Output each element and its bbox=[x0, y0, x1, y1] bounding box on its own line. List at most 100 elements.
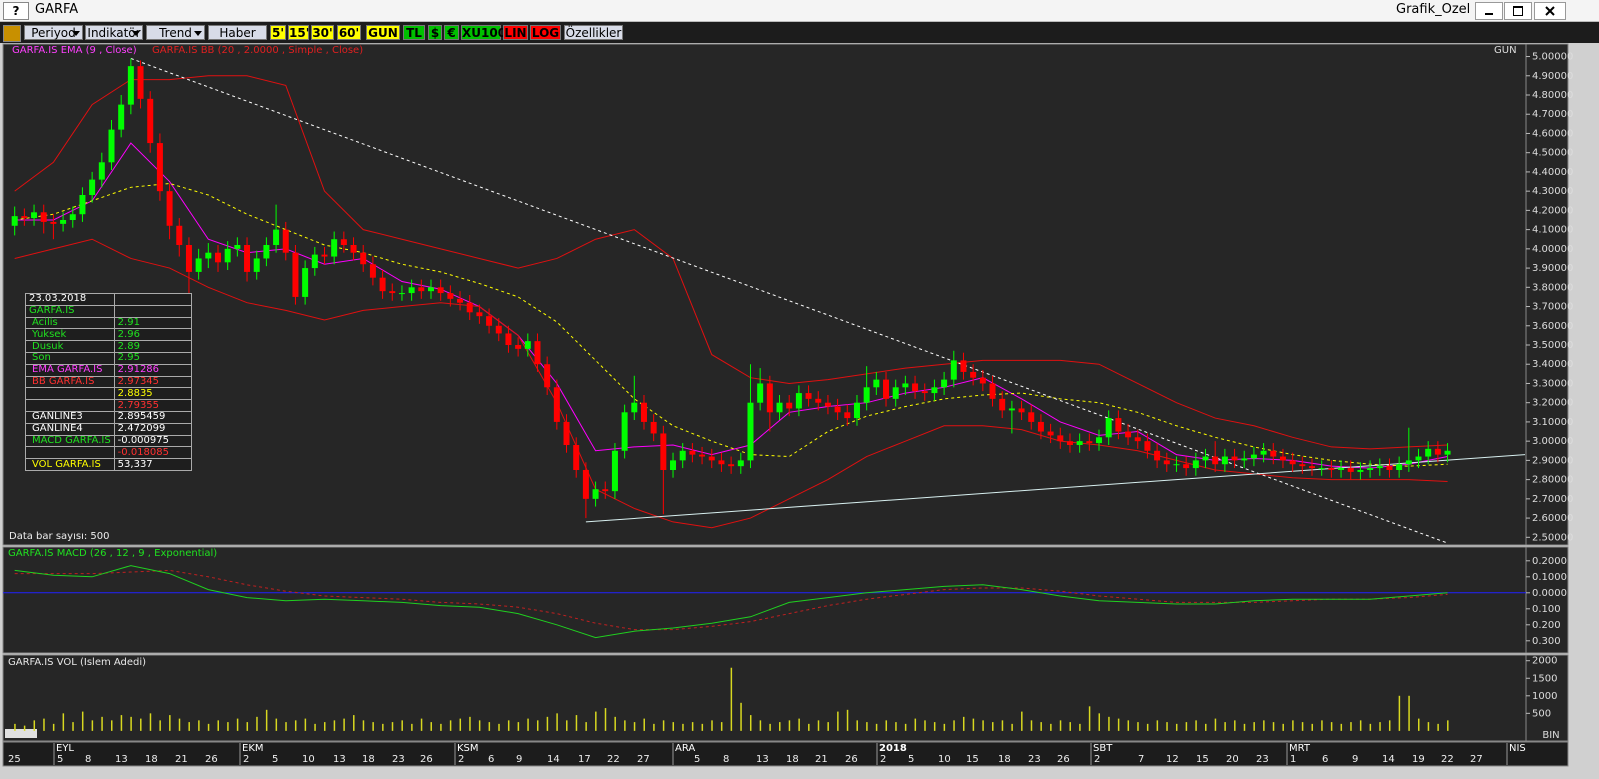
volume-bar bbox=[1117, 718, 1120, 731]
volume-bar bbox=[33, 720, 36, 731]
volume-bar bbox=[236, 718, 239, 731]
volume-bar bbox=[207, 723, 210, 731]
candle-body bbox=[389, 291, 396, 294]
index-button[interactable]: XU100 bbox=[461, 25, 507, 40]
volume-bar bbox=[1359, 720, 1362, 731]
volume-bar bbox=[1224, 722, 1226, 731]
volume-bar bbox=[323, 722, 326, 731]
currency-button[interactable]: € bbox=[444, 25, 459, 40]
candle-body bbox=[360, 252, 367, 265]
volume-bar bbox=[1292, 720, 1294, 731]
candle-body bbox=[1134, 437, 1141, 442]
volume-bar bbox=[711, 720, 713, 731]
candle-body bbox=[1125, 431, 1132, 438]
candle-body bbox=[776, 402, 783, 413]
y-tick-label: 3.60000 bbox=[1532, 321, 1573, 332]
period-button[interactable]: 5' bbox=[270, 25, 286, 40]
candle-body bbox=[1173, 464, 1180, 466]
candle-body bbox=[1144, 441, 1151, 451]
info-row: BB GARFA.IS 2.97345 bbox=[25, 375, 192, 389]
info-label bbox=[25, 387, 115, 401]
volume-bar bbox=[759, 720, 762, 731]
volume-bar bbox=[846, 709, 849, 731]
legend-ema: GARFA.IS EMA (9 , Close) bbox=[12, 45, 137, 56]
day-label: 12 bbox=[1166, 754, 1179, 765]
period-button[interactable]: 15' bbox=[288, 25, 310, 40]
currency-button[interactable]: TL bbox=[403, 25, 425, 40]
candle-body bbox=[1028, 412, 1035, 422]
y-tick-label: 4.40000 bbox=[1532, 167, 1573, 178]
day-label: 17 bbox=[578, 754, 591, 765]
news-button[interactable]: Haber bbox=[208, 25, 267, 40]
candle-body bbox=[863, 387, 870, 403]
volume-bar bbox=[343, 718, 345, 731]
help-button[interactable]: ? bbox=[3, 2, 29, 20]
scale-button[interactable]: LOG bbox=[530, 25, 561, 40]
volume-bar bbox=[817, 720, 820, 731]
logo bbox=[5, 729, 37, 738]
volume-bar bbox=[1185, 722, 1188, 731]
period-button[interactable]: 30' bbox=[311, 25, 334, 40]
candle-body bbox=[282, 229, 289, 253]
candle-body bbox=[728, 464, 735, 467]
volume-bar bbox=[779, 722, 781, 731]
volume-bar bbox=[1195, 720, 1197, 731]
volume-bar bbox=[391, 722, 394, 731]
indicator-menu[interactable]: Indikatör bbox=[85, 25, 143, 40]
day-label: 15 bbox=[966, 754, 979, 765]
restore-button[interactable] bbox=[1504, 2, 1532, 20]
volume-bar bbox=[1079, 723, 1081, 731]
y-tick-label: 2.90000 bbox=[1532, 455, 1573, 466]
period-menu[interactable]: Periyod bbox=[24, 25, 83, 40]
day-label: 8 bbox=[723, 754, 729, 765]
volume-bar bbox=[1127, 720, 1130, 731]
currency-button[interactable]: $ bbox=[428, 25, 442, 40]
month-label: MRT bbox=[1289, 743, 1311, 754]
info-row: GANLINE4 2.472099 bbox=[25, 422, 192, 436]
candle-body bbox=[1057, 435, 1064, 442]
volume-bar bbox=[265, 709, 268, 731]
volume-bar bbox=[227, 722, 229, 731]
scale-button[interactable]: LIN bbox=[503, 25, 528, 40]
candle-body bbox=[60, 220, 67, 224]
volume-bar bbox=[1272, 722, 1275, 731]
volume-bar bbox=[633, 722, 636, 731]
month-label: EKM bbox=[242, 743, 264, 754]
volume-bar bbox=[643, 718, 645, 731]
volume-bar bbox=[256, 716, 258, 731]
candle-body bbox=[950, 360, 957, 380]
candle-body bbox=[640, 402, 647, 422]
candle-body bbox=[40, 212, 47, 222]
volume-bar bbox=[672, 722, 675, 731]
candle-body bbox=[1328, 468, 1335, 470]
close-button[interactable] bbox=[1534, 2, 1566, 20]
candle-body bbox=[1250, 454, 1257, 459]
candle-body bbox=[21, 216, 28, 219]
y-tick-label: 3.10000 bbox=[1532, 417, 1573, 428]
settings-button[interactable]: Özellikler bbox=[564, 25, 623, 40]
trend-menu[interactable]: Trend bbox=[146, 25, 205, 40]
y-tick-label: 3.80000 bbox=[1532, 282, 1573, 293]
indicator-line bbox=[14, 142, 1448, 469]
volume-bar bbox=[1301, 722, 1304, 731]
volume-bar bbox=[1175, 723, 1178, 731]
candle-body bbox=[931, 387, 938, 394]
candle-body bbox=[302, 268, 309, 297]
volume-bar bbox=[914, 718, 917, 731]
info-value: -0.000975 bbox=[113, 434, 192, 448]
period-button[interactable]: GUN bbox=[366, 25, 400, 40]
toolbar: Periyod Indikatör Trend Haber 5' 15' 30'… bbox=[0, 22, 1599, 43]
candle-body bbox=[427, 287, 434, 292]
candle-body bbox=[253, 258, 260, 272]
y-tick-label: 0.200 bbox=[1532, 620, 1561, 631]
volume-bar bbox=[1214, 718, 1217, 731]
volume-bar bbox=[1398, 695, 1401, 731]
candle-body bbox=[805, 393, 812, 399]
minimize-button[interactable] bbox=[1475, 2, 1503, 20]
candle-body bbox=[1309, 466, 1316, 469]
volume-panel bbox=[2, 654, 1527, 742]
info-row: -0.018085 bbox=[25, 446, 192, 460]
candle-body bbox=[718, 460, 725, 465]
period-button[interactable]: 60' bbox=[337, 25, 361, 40]
volume-bar bbox=[982, 720, 984, 731]
